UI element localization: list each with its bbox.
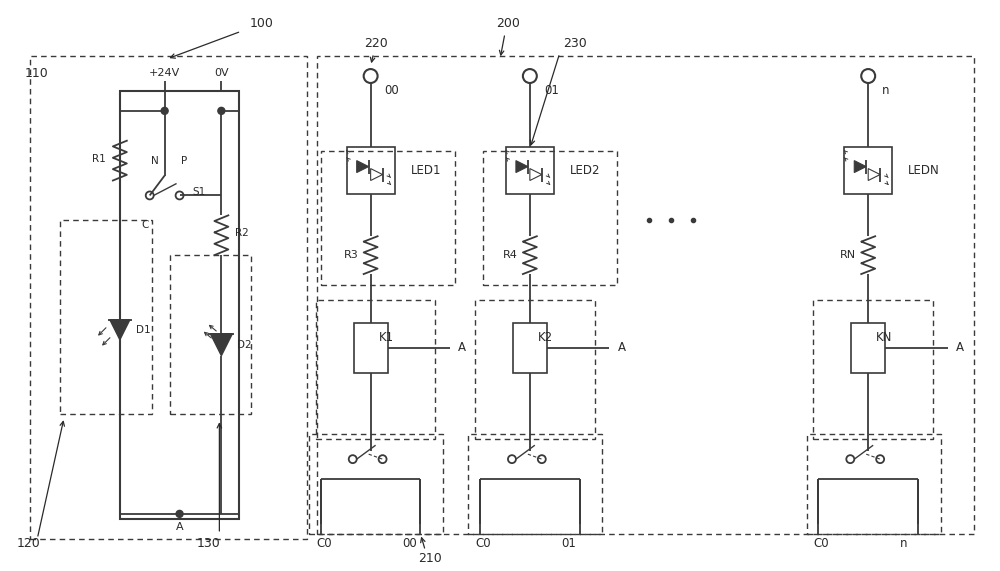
Text: 0V: 0V (214, 68, 229, 78)
Text: RN: RN (840, 250, 856, 260)
Text: LEDN: LEDN (908, 164, 940, 177)
Text: KN: KN (876, 331, 893, 344)
Text: LED1: LED1 (410, 164, 441, 177)
Text: R4: R4 (503, 250, 518, 260)
Bar (513, 323, 547, 372)
Text: 00: 00 (402, 537, 417, 550)
Text: S1: S1 (193, 187, 206, 198)
Text: n: n (882, 85, 890, 98)
Bar (30, 56, 307, 539)
Polygon shape (357, 160, 369, 172)
Text: R1: R1 (92, 154, 106, 164)
Bar (813, 300, 933, 439)
Circle shape (176, 510, 183, 517)
Text: R2: R2 (235, 228, 249, 238)
Bar (347, 147, 395, 195)
Bar (316, 300, 435, 439)
Bar (483, 151, 617, 285)
Text: K2: K2 (538, 331, 553, 344)
Text: D1: D1 (136, 325, 150, 335)
Bar (321, 151, 455, 285)
Bar (120, 91, 239, 519)
Bar (475, 300, 595, 439)
Text: LED2: LED2 (570, 164, 600, 177)
Bar (468, 435, 602, 534)
Bar (851, 323, 885, 372)
Text: C0: C0 (475, 537, 491, 550)
Text: 00: 00 (385, 85, 399, 98)
Text: +24V: +24V (149, 68, 180, 78)
Text: A: A (956, 341, 964, 354)
Polygon shape (854, 160, 866, 172)
Bar (354, 323, 388, 372)
Circle shape (218, 107, 225, 114)
Text: R3: R3 (344, 250, 359, 260)
Bar (807, 435, 941, 534)
Text: C: C (141, 220, 148, 230)
Text: A: A (617, 341, 625, 354)
Bar (506, 147, 554, 195)
Bar (844, 147, 892, 195)
Text: 130: 130 (196, 537, 220, 550)
Text: 220: 220 (364, 37, 387, 50)
Text: C0: C0 (316, 537, 332, 550)
Polygon shape (210, 334, 232, 356)
Text: 01: 01 (544, 85, 559, 98)
Text: A: A (176, 522, 183, 532)
Text: 01: 01 (562, 537, 577, 550)
Text: P: P (181, 156, 188, 166)
Text: 110: 110 (24, 67, 48, 79)
Circle shape (161, 107, 168, 114)
Bar (170, 255, 251, 415)
Text: 200: 200 (496, 17, 520, 30)
Text: 100: 100 (249, 17, 273, 30)
Bar (60, 220, 152, 415)
Text: A: A (458, 341, 466, 354)
Text: N: N (151, 156, 159, 166)
Text: 230: 230 (563, 37, 587, 50)
Bar (309, 435, 443, 534)
Polygon shape (110, 320, 130, 340)
Text: n: n (900, 537, 908, 550)
Text: 120: 120 (16, 537, 40, 550)
Polygon shape (516, 160, 528, 172)
Text: K1: K1 (379, 331, 394, 344)
Text: D2: D2 (237, 340, 252, 349)
Bar (317, 56, 974, 534)
Text: 210: 210 (418, 552, 442, 565)
Text: C0: C0 (813, 537, 829, 550)
